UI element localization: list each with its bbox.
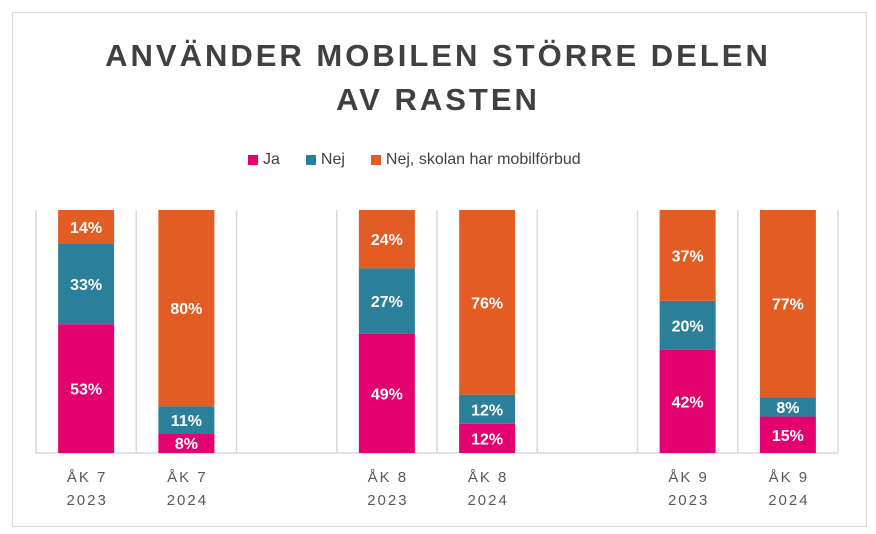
data-label: 76% [471, 295, 503, 312]
data-label: 77% [772, 297, 804, 314]
category-label: 2023 [668, 492, 709, 509]
bar-segment [759, 416, 816, 453]
category-label: 2024 [167, 492, 208, 509]
data-label: 33% [70, 277, 102, 294]
data-label: 27% [371, 294, 403, 311]
legend-label: Nej, skolan har mobilförbud [385, 151, 581, 168]
bar-segment [358, 333, 415, 453]
data-label: 14% [70, 220, 102, 237]
bar-segment [58, 324, 115, 453]
category-label: ÅK 7 [167, 469, 208, 486]
category-label: 2023 [367, 492, 408, 509]
bar-segment [158, 433, 215, 453]
bar-segment [158, 406, 215, 434]
data-label: 37% [672, 248, 704, 265]
data-label: 24% [371, 232, 403, 249]
legend-swatch [305, 155, 316, 165]
category-label: ÅK 8 [368, 469, 409, 486]
category-label: 2024 [467, 492, 508, 509]
category-label: 2024 [768, 492, 809, 509]
chart-frame [12, 12, 867, 527]
bar-segment [58, 210, 115, 245]
bar-segment [659, 300, 716, 350]
data-label: 49% [371, 386, 403, 403]
bar-segment [759, 210, 816, 398]
legend-item-nej: Nej [305, 151, 345, 169]
bar-segment [659, 349, 716, 453]
legend-item-mobilforbud: Nej, skolan har mobilförbud [370, 151, 581, 169]
legend: Ja Nej Nej, skolan har mobilförbud [248, 151, 581, 169]
data-label: 80% [170, 301, 202, 318]
legend-item-ja: Ja [248, 151, 280, 169]
category-label: ÅK 9 [769, 469, 810, 486]
data-label: 42% [672, 394, 704, 411]
legend-swatch [370, 155, 381, 165]
bar-segment [358, 268, 415, 334]
data-label: 12% [471, 402, 503, 419]
data-label: 11% [171, 413, 202, 430]
bar-segment [358, 210, 415, 269]
bar-segment [459, 394, 516, 424]
category-label: 2023 [66, 492, 107, 509]
bar-segment [659, 210, 716, 301]
bar-segment [158, 210, 215, 407]
bar-segment [459, 423, 516, 453]
legend-label: Ja [263, 151, 280, 168]
legend-label: Nej [320, 151, 345, 168]
data-label: 20% [672, 318, 704, 335]
category-label: ÅK 7 [67, 469, 108, 486]
chart-title-line-2: AV RASTEN [336, 82, 540, 117]
bar-segment [759, 397, 816, 417]
bar-segment [58, 244, 115, 325]
bar-segment [459, 210, 516, 395]
data-label: 12% [471, 431, 503, 448]
legend-swatch [248, 155, 258, 165]
category-label: ÅK 9 [668, 469, 709, 486]
data-label: 8% [175, 436, 198, 453]
data-label: 53% [70, 382, 102, 399]
category-label: ÅK 8 [468, 469, 509, 486]
data-label: 8% [776, 400, 799, 417]
chart-title-line-1: ANVÄNDER MOBILEN STÖRRE DELEN [105, 38, 771, 73]
data-label: 15% [772, 428, 804, 445]
